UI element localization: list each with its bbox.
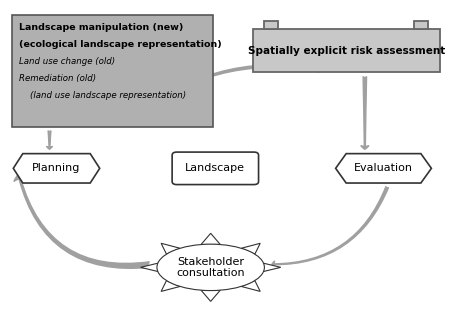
Polygon shape: [161, 281, 180, 291]
Polygon shape: [13, 154, 100, 183]
Polygon shape: [241, 281, 260, 291]
Text: (ecological landscape representation): (ecological landscape representation): [19, 40, 222, 49]
FancyBboxPatch shape: [264, 21, 278, 29]
Polygon shape: [201, 233, 220, 244]
FancyBboxPatch shape: [172, 152, 258, 185]
Polygon shape: [241, 243, 260, 254]
Text: Planning: Planning: [32, 163, 81, 173]
Polygon shape: [141, 263, 158, 272]
Polygon shape: [161, 243, 180, 254]
Text: Evaluation: Evaluation: [354, 163, 413, 173]
Polygon shape: [336, 154, 431, 183]
Text: Land use change (old): Land use change (old): [19, 57, 115, 66]
Text: Landscape: Landscape: [185, 163, 246, 173]
FancyBboxPatch shape: [414, 21, 428, 29]
FancyBboxPatch shape: [253, 29, 439, 72]
Ellipse shape: [157, 244, 264, 290]
Text: Remediation (old): Remediation (old): [19, 74, 96, 83]
Text: Landscape manipulation (new): Landscape manipulation (new): [19, 23, 183, 32]
Text: Spatially explicit risk assessment: Spatially explicit risk assessment: [247, 46, 445, 56]
Polygon shape: [264, 263, 281, 272]
Text: (land use landscape representation): (land use landscape representation): [19, 91, 186, 100]
Polygon shape: [201, 290, 220, 301]
FancyBboxPatch shape: [12, 15, 213, 127]
Text: Stakeholder
consultation: Stakeholder consultation: [176, 256, 245, 278]
